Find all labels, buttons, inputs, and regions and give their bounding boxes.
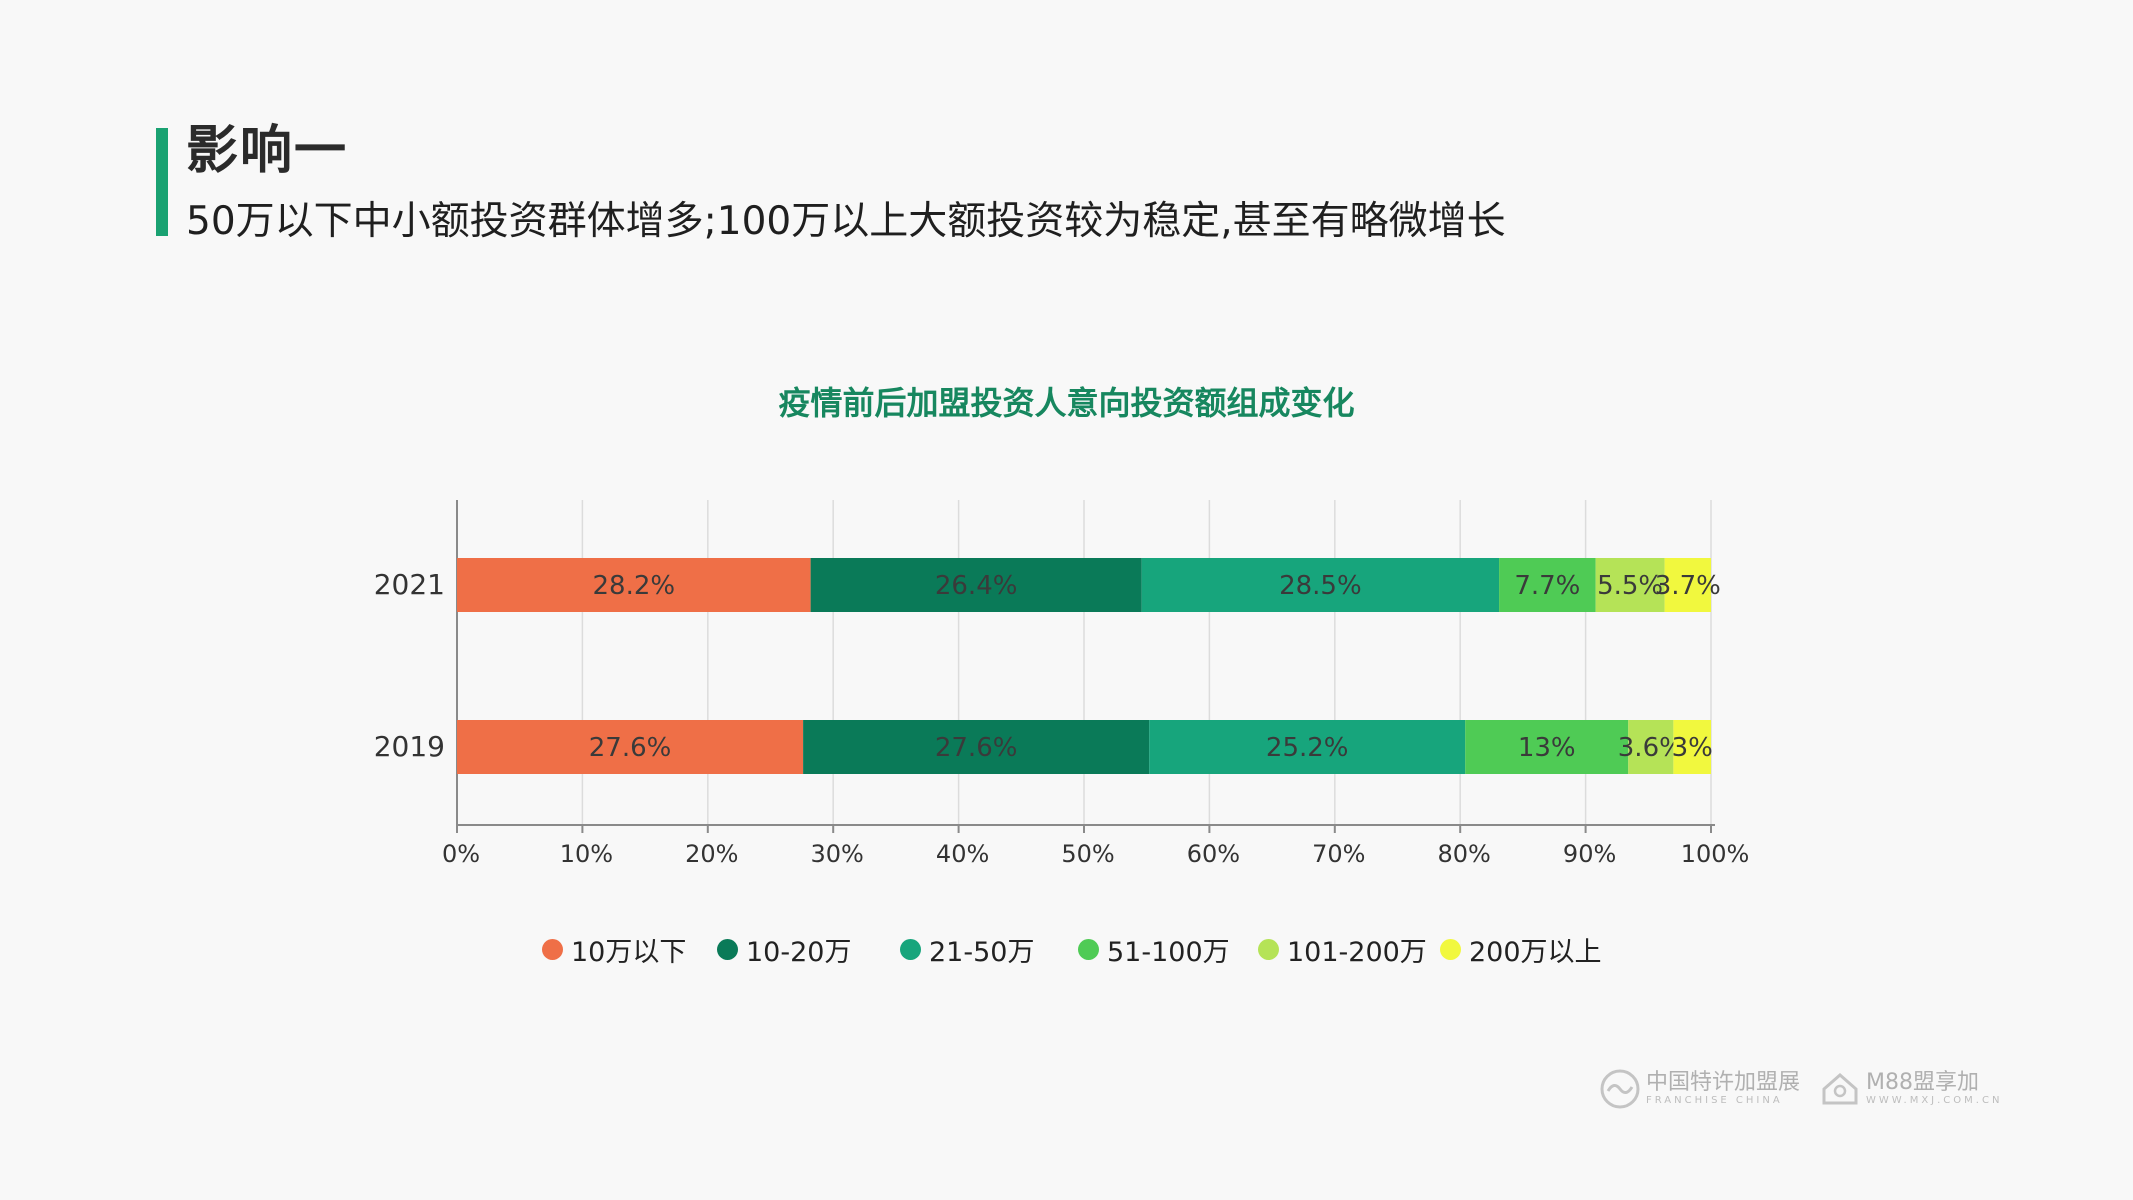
legend-swatch (717, 939, 738, 960)
legend-swatch (1078, 939, 1099, 960)
bar-segment (1499, 558, 1596, 612)
bar-segment (1628, 720, 1674, 774)
bar-segment (1664, 558, 1711, 612)
logo2-en-text: WWW.MXJ.COM.CN (1866, 1095, 2003, 1106)
legend-label: 21-50万 (929, 937, 1035, 968)
x-tick-label: 50% (1061, 840, 1114, 868)
data-label: 13% (1518, 733, 1576, 763)
data-label: 26.4% (935, 571, 1018, 601)
logo1-en-text: FRANCHISE CHINA (1646, 1095, 1783, 1106)
data-label: 28.5% (1279, 571, 1362, 601)
x-tick-label: 40% (936, 840, 989, 868)
bar-segment (803, 720, 1150, 774)
data-label: 3% (1672, 733, 1713, 763)
chart-title: 疫情前后加盟投资人意向投资额组成变化 (778, 384, 1355, 422)
x-tick-label: 100% (1681, 840, 1750, 868)
bar-segment (457, 720, 804, 774)
bar-segment (1141, 558, 1500, 612)
data-label: 3.7% (1655, 571, 1721, 601)
data-label: 27.6% (589, 733, 672, 763)
x-tick-label: 30% (811, 840, 864, 868)
franchise-china-logo: 中国特许加盟展 FRANCHISE CHINA (1600, 1068, 1800, 1110)
data-label: 25.2% (1266, 733, 1349, 763)
legend-item: 51-100万 (1078, 930, 1230, 969)
bar-segment (1149, 720, 1466, 774)
legend-label: 10万以下 (571, 937, 687, 968)
page-subtitle: 50万以下中小额投资群体增多;100万以上大额投资较为稳定,甚至有略微增长 (186, 199, 1506, 244)
y-category-label: 2019 (374, 730, 445, 763)
legend-swatch (900, 939, 921, 960)
data-label: 3.6% (1618, 733, 1684, 763)
chart-legend: 10万以下 10-20万 21-50万 51-100万 101-200万 200万以上 (0, 930, 2133, 970)
legend-item: 10-20万 (717, 930, 851, 969)
mxj-logo: M88盟享加 WWW.MXJ.COM.CN (1820, 1068, 2002, 1110)
x-tick-label: 70% (1312, 840, 1365, 868)
legend-label: 10-20万 (746, 937, 852, 968)
bar-segment (1465, 720, 1629, 774)
logo2-cn-text: M88盟享加 (1866, 1070, 1979, 1095)
franchise-china-icon (1600, 1069, 1640, 1109)
data-label: 28.2% (593, 571, 676, 601)
data-label: 5.5% (1597, 571, 1663, 601)
x-tick-label: 80% (1438, 840, 1491, 868)
logo1-cn-text: 中国特许加盟展 (1646, 1070, 1801, 1095)
heading-accent-bar (156, 128, 168, 236)
x-tick-label: 90% (1563, 840, 1616, 868)
legend-swatch (1258, 939, 1279, 960)
bar-segment (457, 558, 811, 612)
legend-label: 101-200万 (1287, 937, 1427, 968)
data-label: 7.7% (1514, 571, 1580, 601)
legend-swatch (1440, 939, 1461, 960)
x-tick-label: 10% (560, 840, 613, 868)
mxj-house-icon (1822, 1073, 1858, 1105)
bar-segment (1673, 720, 1711, 774)
x-tick-label: 20% (685, 840, 738, 868)
legend-label: 51-100万 (1107, 937, 1230, 968)
legend-swatch (542, 939, 563, 960)
legend-item: 200万以上 (1440, 930, 1602, 969)
legend-item: 10万以下 (542, 930, 686, 969)
legend-item: 21-50万 (900, 930, 1034, 969)
x-tick-label: 0% (442, 840, 480, 868)
page-title: 影响一 (186, 121, 349, 181)
bar-segment (810, 558, 1142, 612)
legend-label: 200万以上 (1469, 937, 1602, 968)
y-category-label: 2021 (374, 568, 445, 601)
legend-item: 101-200万 (1258, 930, 1427, 969)
bar-segment (1595, 558, 1665, 612)
data-label: 27.6% (935, 733, 1018, 763)
x-tick-label: 60% (1187, 840, 1240, 868)
